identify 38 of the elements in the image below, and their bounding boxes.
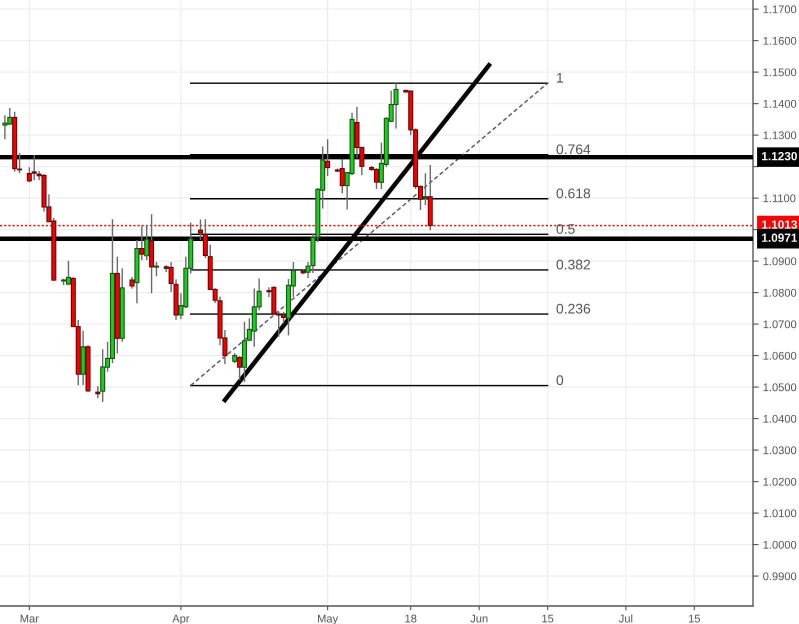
- candlestick: [232, 352, 238, 364]
- y-tick-label: 1.0000: [764, 540, 796, 549]
- y-tick-label: 1.0300: [764, 446, 796, 454]
- x-tick-label: Mar: [20, 614, 39, 622]
- y-tick-label: 1.1300: [764, 131, 796, 140]
- candlestick: [237, 356, 242, 381]
- y-tick-label: 1.0500: [764, 383, 796, 392]
- y-tick-label: 1.1100: [764, 194, 796, 202]
- y-tick-label: 1.1500: [764, 68, 796, 76]
- annotation: 0.236: [556, 304, 590, 314]
- y-tick-label: 1.1700: [764, 5, 796, 14]
- x-tick-label: 15: [688, 614, 700, 622]
- annotation: 0.764: [556, 144, 590, 154]
- y-tick-label: 1.0100: [764, 509, 796, 518]
- y-tick-label: 0.9900: [763, 572, 796, 580]
- candlestick: [154, 261, 159, 277]
- annotation: 0.5: [556, 224, 575, 234]
- y-tick-label: 1.1600: [764, 36, 796, 45]
- y-tick-label: 1.0700: [764, 320, 796, 328]
- candlestick: [325, 138, 330, 177]
- y-tick-label: 1.0800: [764, 288, 796, 297]
- candlestick: [144, 224, 150, 261]
- ref-line-label: 1.1230: [762, 152, 797, 160]
- annotation: 1: [557, 73, 564, 83]
- annotation: 0: [556, 375, 564, 386]
- x-tick-label: Jun: [470, 614, 488, 622]
- ref-line-label: 1.1013: [762, 220, 798, 229]
- y-tick-label: 1.0600: [764, 352, 796, 360]
- y-tick-label: 1.0400: [764, 414, 796, 423]
- annotation: 0.382: [556, 260, 590, 270]
- x-tick-label: Jul: [618, 614, 632, 622]
- x-tick-label: 18: [405, 614, 416, 622]
- y-tick-label: 1.0200: [764, 478, 796, 486]
- annotation: 0.618: [556, 188, 590, 198]
- x-tick-label: 15: [542, 614, 554, 622]
- y-tick-label: 1.1400: [764, 100, 796, 108]
- y-tick-label: 1.0900: [764, 257, 796, 266]
- ref-line-label: 1.0971: [762, 234, 798, 242]
